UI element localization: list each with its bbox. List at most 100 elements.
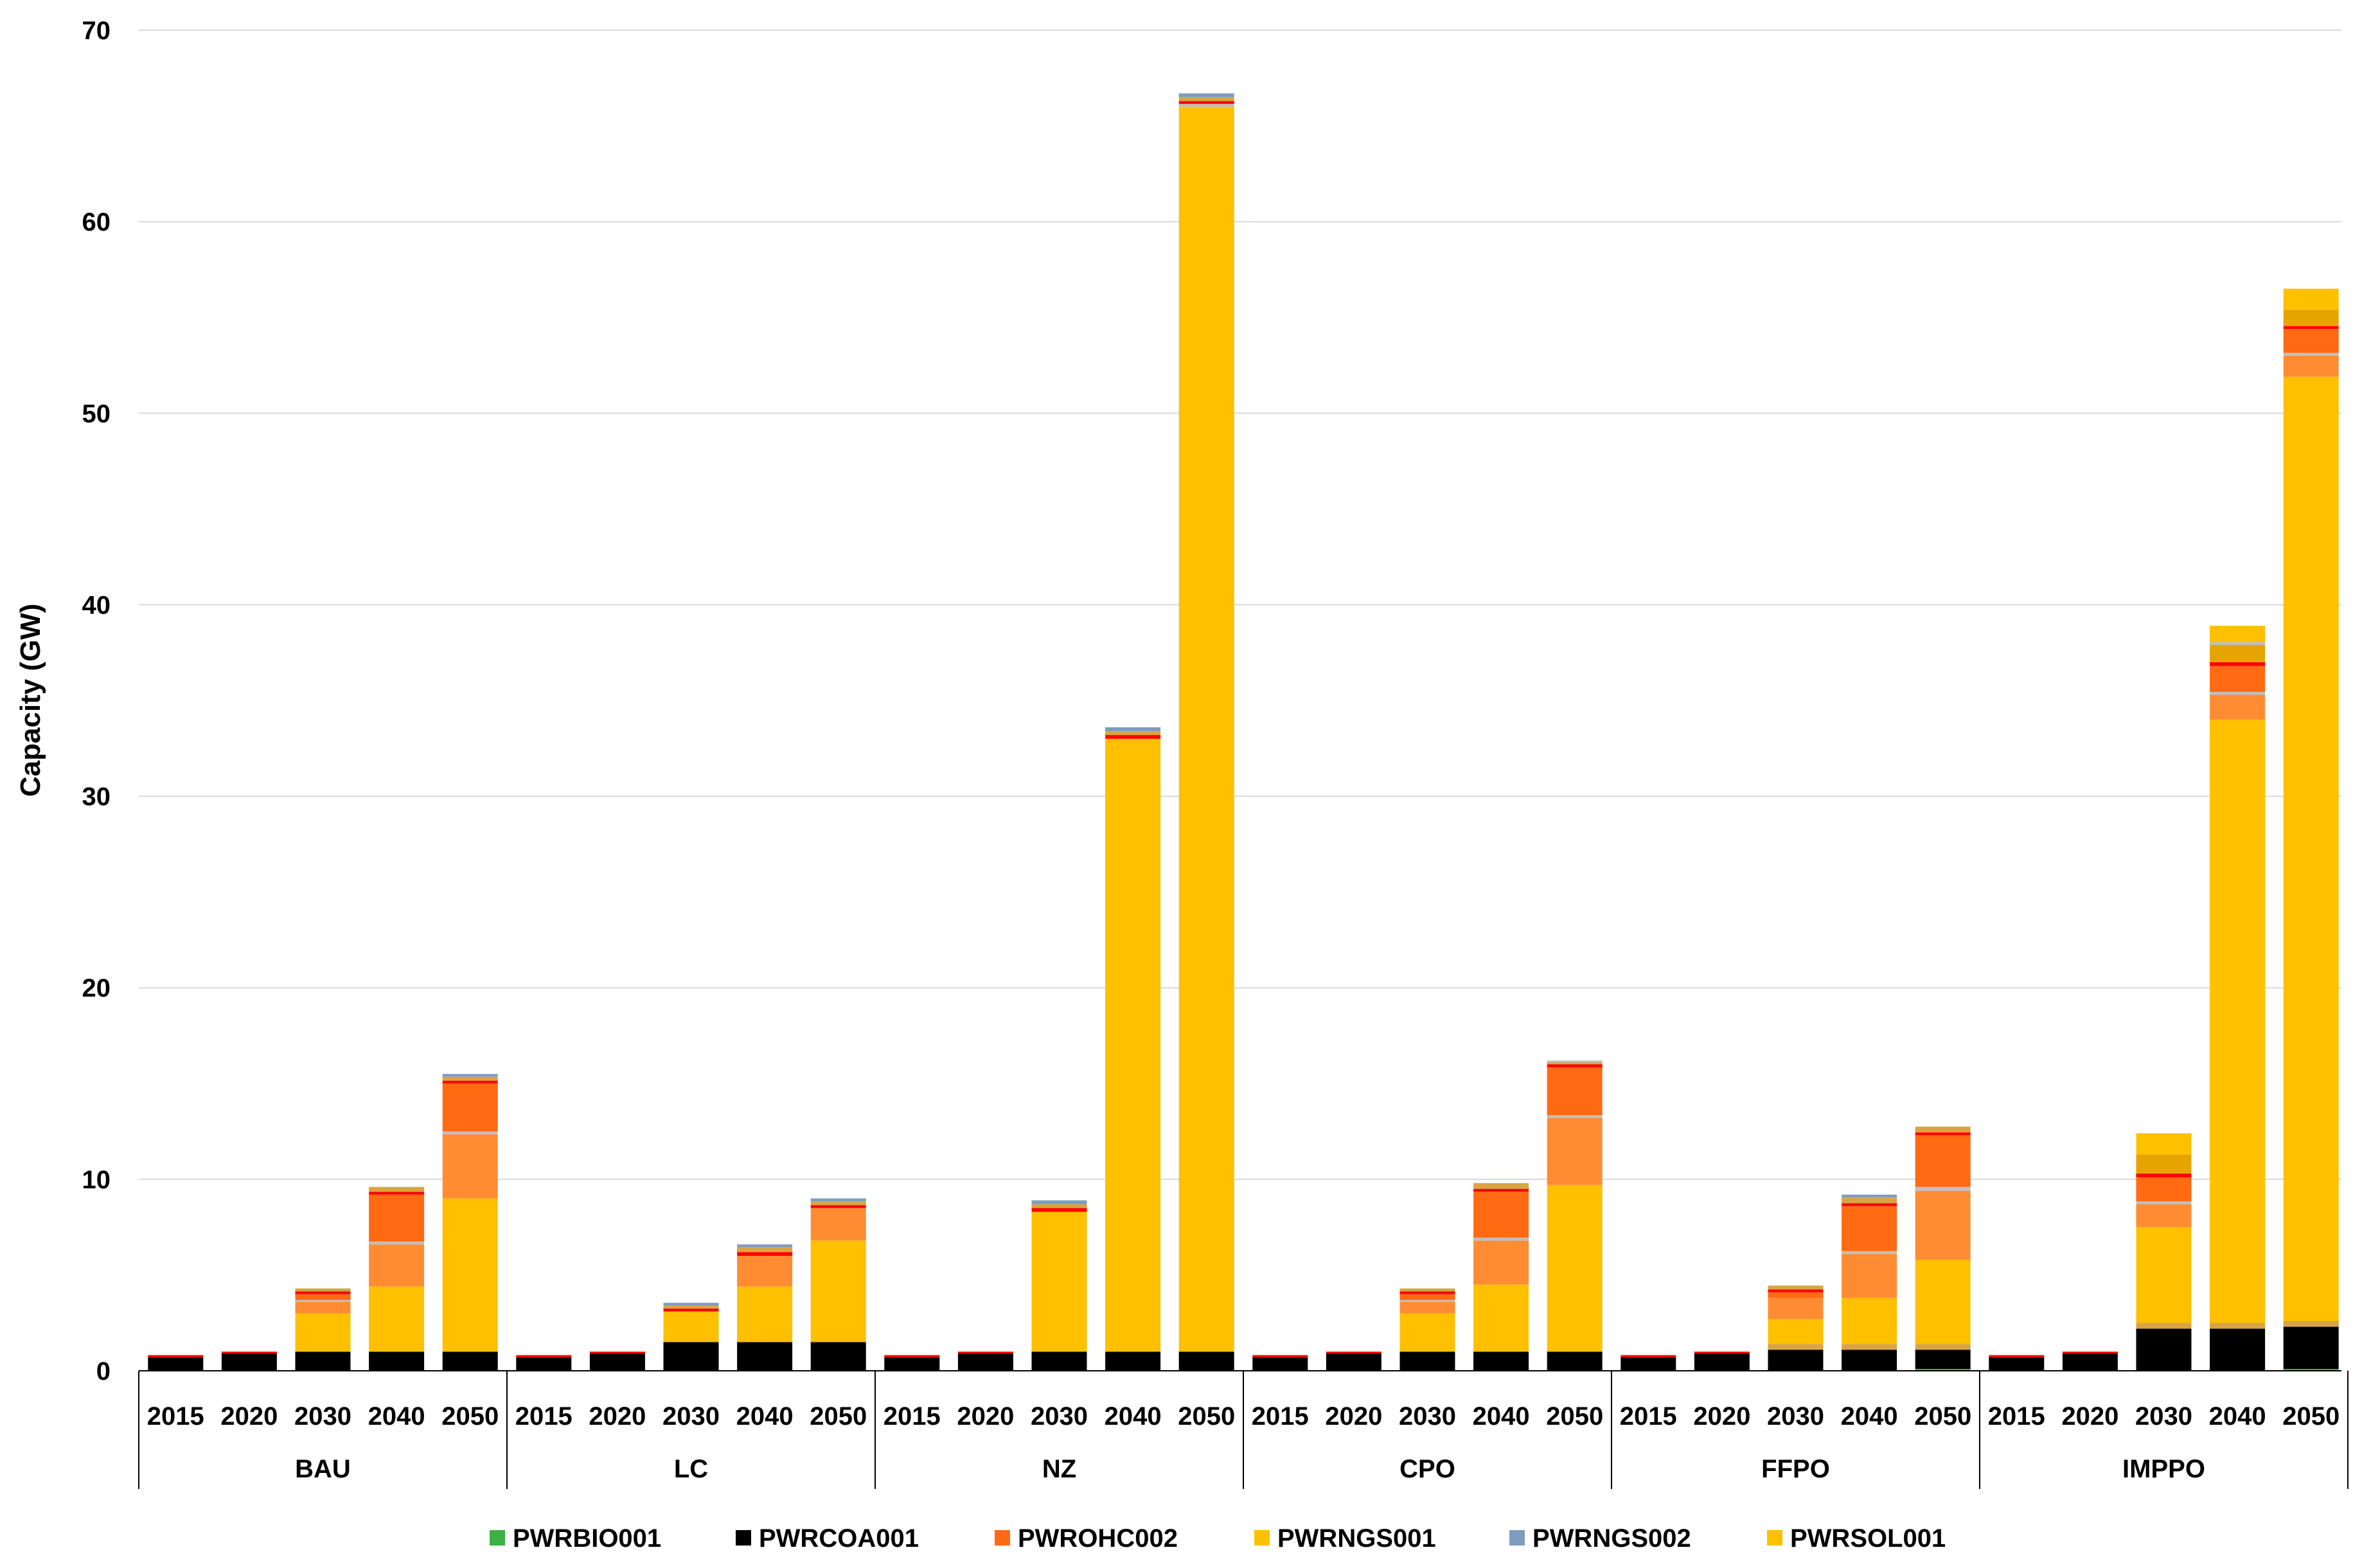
bar-segment-coal [221,1353,277,1371]
bar-series [148,93,2339,1371]
bar-segment-coal [2136,1328,2192,1371]
bar-segment-solar [369,1286,425,1352]
legend-label: PWRCOA001 [759,1524,919,1553]
bar-segment-coal [1768,1350,1824,1371]
bar-segment-tan [2136,1323,2192,1329]
bar-segment-green [1915,1369,1971,1371]
bar-segment-orange_light [1842,1254,1897,1298]
bar-segment-coal [737,1342,793,1371]
bar-segment-red [1915,1132,1971,1136]
bar-segment-orange [442,1083,498,1132]
x-axis-ticks: 2015 2020 2030 2040 2050 BAU 2015 2020 2030 2040 2… [147,1402,2340,1483]
bar-segment-gray [2136,1201,2192,1204]
bar-LC-2015 [516,1355,572,1371]
axes [138,1370,2349,1489]
bar-segment-blue [810,1198,866,1202]
bar-IMPPO-2040 [2210,626,2266,1371]
bar-segment-blue [737,1244,793,1247]
y-tick-label: 30 [82,783,111,811]
bar-segment-solar [1915,1260,1971,1344]
bar-segment-orange [1842,1206,1897,1251]
bar-segment-coal [1326,1353,1381,1371]
bar-segment-gold_dark [2136,1154,2192,1174]
bar-segment-solar [1473,1284,1529,1352]
bar-IMPPO-2050 [2283,288,2339,1371]
bar-segment-gold_dark [2283,310,2339,326]
bar-CPO-2040 [1473,1183,1529,1371]
bar-segment-tan [1399,1288,1455,1292]
bar-segment-gray [1178,103,1234,107]
bar-IMPPO-2020 [2062,1352,2118,1371]
bar-segment-gray [1473,1237,1529,1241]
bar-segment-coal [2283,1326,2339,1370]
bar-FFPO-2030 [1768,1285,1824,1371]
bar-segment-coal [1842,1350,1897,1371]
bar-segment-red [663,1308,719,1312]
x-tick-group: IMPPO [2122,1455,2205,1483]
bar-segment-solar [442,1198,498,1352]
bar-segment-gray [1399,1299,1455,1302]
bar-segment-red [957,1352,1013,1354]
bar-segment-gray [1915,1186,1971,1191]
x-tick-year: 2030 [1767,1402,1824,1431]
bar-segment-tan [737,1247,793,1253]
bar-segment-orange_light [810,1208,866,1241]
x-tick-year: 2030 [1399,1402,1456,1431]
bar-segment-blue [1178,93,1234,98]
bar-segment-solar [295,1313,351,1352]
bar-segment-tan [1547,1062,1603,1064]
bar-segment-tan [442,1077,498,1081]
bar-segment-solar [810,1240,866,1343]
bar-CPO-2030 [1399,1288,1455,1371]
x-tick-year: 2030 [2135,1402,2192,1431]
bar-segment-tan [810,1201,866,1206]
x-tick-year: 2020 [220,1402,278,1431]
bar-CPO-2050 [1547,1061,1603,1371]
bar-segment-solar [1842,1298,1897,1344]
bar-segment-red [1621,1355,1676,1358]
legend-swatch [1767,1530,1782,1546]
x-tick-group: NZ [1042,1455,1076,1483]
bar-segment-red [516,1355,572,1358]
x-tick-year: 2040 [1473,1402,1530,1431]
bar-segment-tan [1768,1285,1824,1290]
bar-segment-red [1989,1355,2045,1358]
bar-segment-blue [1105,727,1161,732]
bar-segment-tan [1915,1126,1971,1132]
bar-segment-gray [1547,1061,1603,1062]
bar-segment-gray [1842,1251,1897,1255]
bar-segment-solar [2210,719,2266,1323]
legend-label: PWRBIO001 [513,1524,661,1553]
y-tick-label: 60 [82,208,111,236]
bar-segment-blue [663,1303,719,1306]
bar-NZ-2050 [1178,93,1234,1371]
bar-segment-coal [1178,1352,1234,1371]
x-tick-year: 2020 [589,1402,646,1431]
bar-segment-tan [1768,1344,1824,1350]
bar-segment-orange_light [442,1134,498,1199]
bar-segment-tan [1031,1204,1087,1208]
bar-segment-orange [1473,1192,1529,1238]
y-tick-label: 0 [96,1357,111,1386]
bar-segment-solar [2283,288,2339,310]
y-tick-label: 70 [82,17,111,45]
bar-BAU-2015 [148,1355,204,1371]
bar-LC-2050 [810,1198,866,1371]
legend-item-PWRSOL001: PWRSOL001 [1767,1524,1946,1553]
bar-segment-orange_light [1915,1190,1971,1260]
legend-label: PWRNGS002 [1532,1524,1691,1553]
bar-segment-coal [663,1342,719,1371]
bar-segment-orange [1399,1294,1455,1300]
bar-segment-tan [2283,1321,2339,1327]
x-tick-group: FFPO [1761,1455,1830,1483]
x-tick-year: 2015 [147,1402,204,1431]
bar-segment-orange_light [2283,355,2339,377]
bar-segment-red [2136,1173,2192,1177]
x-tick-year: 2015 [884,1402,941,1431]
x-tick-year: 2050 [2282,1402,2340,1431]
bar-segment-red [442,1080,498,1084]
legend-swatch [1254,1530,1270,1546]
bar-segment-coal [1105,1352,1161,1371]
bar-segment-gray [369,1241,425,1245]
bar-segment-red [1178,101,1234,104]
